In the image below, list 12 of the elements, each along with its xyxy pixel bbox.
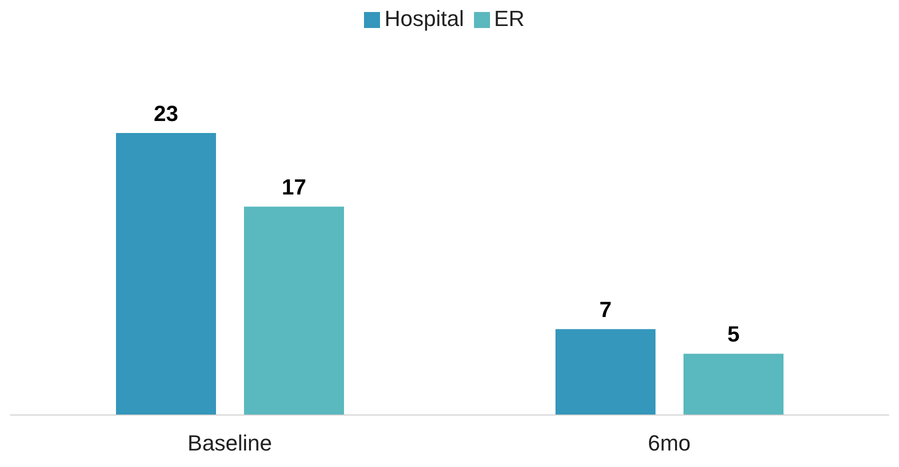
bar bbox=[244, 206, 344, 415]
bar bbox=[684, 354, 784, 415]
data-label: 7 bbox=[599, 297, 612, 322]
bar bbox=[556, 329, 656, 415]
data-label: 23 bbox=[154, 101, 178, 126]
legend-label: Hospital bbox=[384, 6, 464, 31]
data-label: 17 bbox=[282, 174, 306, 200]
x-tick-label: 6mo bbox=[648, 430, 691, 456]
legend-label: ER bbox=[494, 6, 525, 31]
data-label: 5 bbox=[727, 322, 740, 347]
bar bbox=[116, 133, 216, 415]
x-tick-label: Baseline bbox=[188, 430, 272, 456]
